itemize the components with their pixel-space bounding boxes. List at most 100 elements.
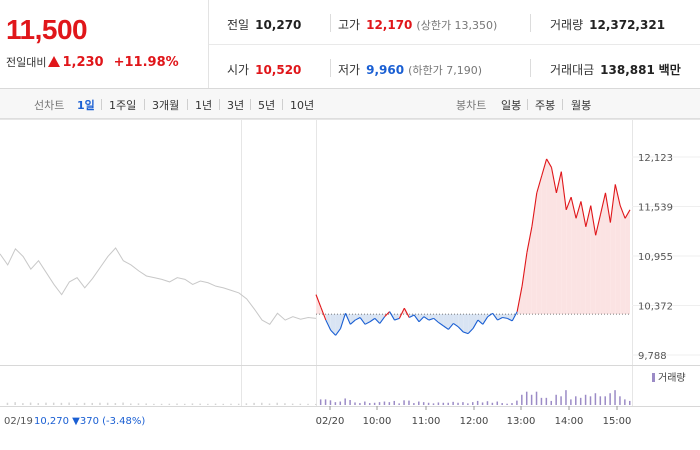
candle-daily[interactable]: 일봉 [501, 99, 522, 112]
price-area-segment [448, 314, 454, 330]
high-label: 고가 [338, 18, 361, 32]
divider [187, 99, 188, 110]
price-segment [457, 326, 464, 333]
volume-bar [408, 400, 410, 405]
amount-stat: 거래대금 138,881 백만 [550, 61, 681, 78]
price-segment [507, 317, 513, 322]
prev-day-date: 02/19 [4, 416, 33, 427]
price-segment [369, 317, 376, 323]
price-segment [364, 321, 371, 325]
volume-bar-prev-day [83, 402, 86, 405]
volume-bar-prev-day [145, 403, 147, 405]
volume-bar [516, 400, 518, 405]
volume-bar [555, 394, 557, 405]
period-3m[interactable]: 3개월 [152, 99, 180, 112]
price-segment [565, 196, 572, 211]
candle-weekly[interactable]: 주봉 [535, 99, 556, 112]
volume-bar-prev-day [191, 403, 194, 405]
price-area-segment [571, 197, 577, 315]
period-1y[interactable]: 1년 [195, 99, 213, 112]
prev-day-line [0, 247, 317, 325]
divider [282, 99, 283, 110]
price-segment [354, 317, 361, 321]
price-area-segment [443, 314, 449, 330]
prev-close-label: 전일 [227, 18, 250, 32]
price-segment [600, 192, 607, 215]
volume-bar-prev-day [76, 403, 78, 405]
price-segment [379, 316, 386, 324]
price-segment [570, 196, 577, 219]
volume-bar [427, 402, 430, 405]
divider [101, 99, 102, 110]
volume-bar [403, 400, 405, 405]
volume-bar [344, 398, 346, 405]
volume-bar-prev-day [122, 402, 124, 405]
volume-bar [349, 400, 351, 405]
candle-monthly[interactable]: 월봉 [571, 99, 592, 112]
volume-bar-prev-day [29, 402, 32, 405]
volume-bar [329, 400, 332, 405]
volume-bar [594, 393, 597, 405]
volume-bar-prev-day [299, 403, 302, 405]
x-tick-label: 15:00 [603, 416, 632, 427]
period-10y[interactable]: 10년 [290, 99, 315, 112]
divider [144, 99, 145, 110]
price-segment [477, 319, 484, 325]
price-segment [492, 312, 498, 321]
divider [250, 99, 251, 110]
period-bar: 선차트 1일 1주일 3개월 1년 3년 5년 10년 봉차트 일봉 주봉 월봉 [0, 89, 700, 119]
volume-bar [447, 402, 449, 405]
volume-bar [540, 397, 543, 405]
volume-bar [462, 402, 464, 405]
volume-bar-prev-day [176, 403, 178, 405]
price-area-segment [580, 201, 586, 315]
price-segment [614, 184, 621, 206]
price-area-segment [590, 205, 596, 315]
volume-bar [579, 397, 582, 405]
price-segment [349, 319, 356, 325]
price-segment [448, 323, 454, 330]
volume-bar-prev-day [222, 403, 225, 405]
volume-bar [422, 402, 425, 405]
volume-bar [614, 390, 616, 405]
volume-bar [398, 403, 400, 405]
volume-bar-prev-day [106, 402, 109, 405]
volume-bar [388, 402, 391, 405]
volume-bar [472, 402, 474, 405]
volume-bar-prev-day [291, 403, 294, 405]
upper-limit: (상한가 13,350) [416, 19, 498, 32]
volume-bar [339, 401, 342, 405]
x-tick-label: 10:00 [363, 416, 392, 427]
price-segment [550, 167, 557, 193]
period-5y[interactable]: 5년 [258, 99, 276, 112]
volume-bar-prev-day [114, 403, 117, 405]
volume-bar-prev-day [22, 403, 24, 405]
price-segment [330, 329, 337, 336]
volume-bars [6, 390, 631, 405]
price-segment [453, 323, 459, 328]
price-area-segment [561, 171, 567, 315]
volume-bar-prev-day [6, 402, 9, 405]
price-segment [497, 317, 503, 321]
price-area-segment [330, 314, 336, 336]
period-1d[interactable]: 1일 [77, 99, 95, 112]
volume-bar [506, 403, 508, 405]
price-area-segment [585, 205, 591, 315]
period-1w[interactable]: 1주일 [109, 99, 137, 112]
volume-bar-prev-day [168, 403, 171, 405]
x-tick-label: 12:00 [460, 416, 489, 427]
horizontal-gridlines [632, 156, 700, 356]
volume-bar [530, 394, 533, 405]
vertical-gridlines [241, 119, 633, 406]
period-3y[interactable]: 3년 [227, 99, 245, 112]
price-segment [472, 319, 479, 329]
price-chart[interactable]: 12,123 11,539 10,955 10,372 9,788 02/20 10:00… [0, 119, 700, 450]
volume-bar-prev-day [230, 403, 232, 405]
price-segment [408, 314, 415, 319]
change-row: 전일대비 1,230 +11.98% [6, 54, 179, 70]
volume-bar [467, 403, 469, 405]
price-area-segment [497, 314, 503, 321]
volume-bar-prev-day [276, 402, 278, 405]
current-price: 11,500 [6, 14, 88, 45]
